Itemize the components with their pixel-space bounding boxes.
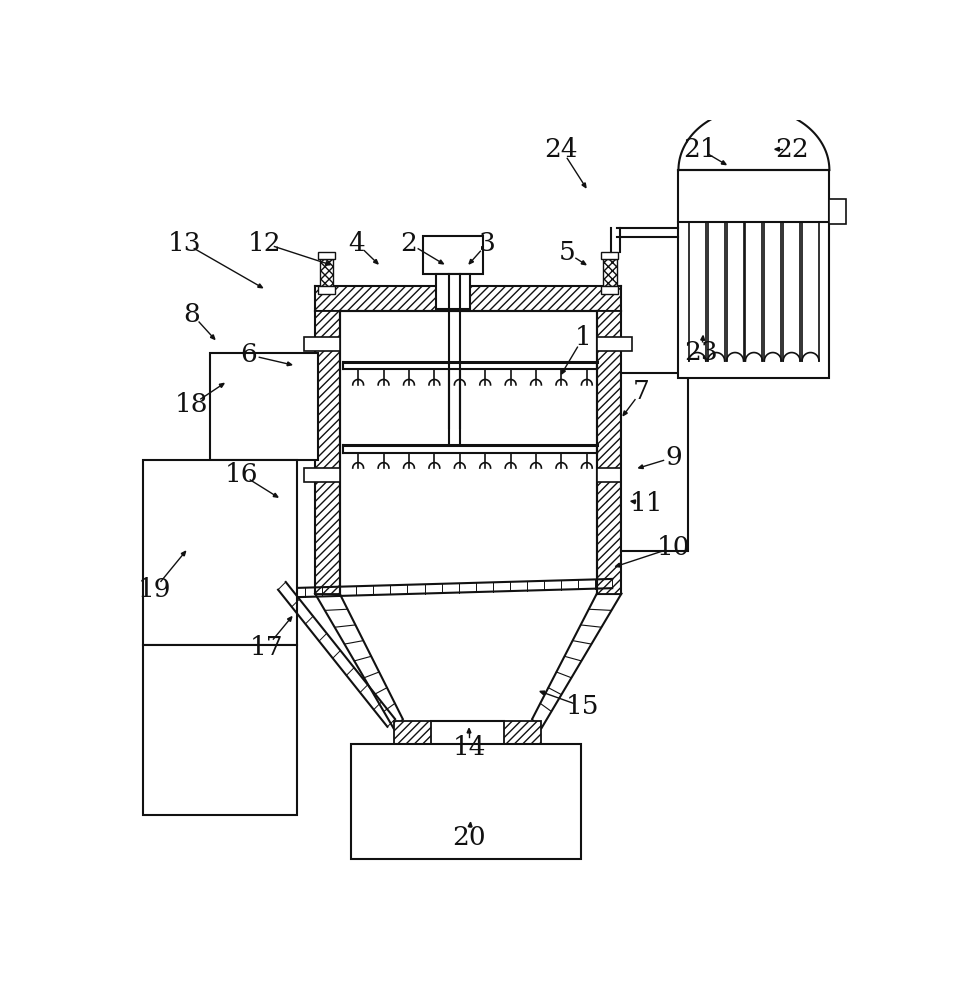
Text: 22: 22 bbox=[775, 137, 810, 162]
Polygon shape bbox=[581, 261, 586, 265]
Polygon shape bbox=[540, 691, 545, 695]
Polygon shape bbox=[631, 500, 635, 504]
Polygon shape bbox=[775, 147, 779, 151]
Polygon shape bbox=[439, 260, 444, 264]
Text: 3: 3 bbox=[479, 231, 496, 256]
Text: 17: 17 bbox=[250, 635, 283, 660]
Polygon shape bbox=[638, 465, 643, 469]
Bar bbox=[315, 286, 622, 311]
Bar bbox=[143, 645, 298, 815]
Polygon shape bbox=[325, 261, 331, 265]
Bar bbox=[436, 274, 470, 309]
Bar bbox=[596, 311, 622, 594]
Text: 5: 5 bbox=[559, 240, 575, 265]
Polygon shape bbox=[468, 822, 472, 827]
Polygon shape bbox=[273, 493, 278, 497]
Bar bbox=[351, 744, 581, 859]
Text: 15: 15 bbox=[566, 694, 599, 719]
Polygon shape bbox=[721, 161, 726, 165]
Polygon shape bbox=[615, 563, 621, 567]
Bar bbox=[210, 353, 318, 460]
Bar bbox=[678, 170, 829, 378]
Text: 1: 1 bbox=[575, 325, 592, 350]
Bar bbox=[143, 460, 298, 645]
Polygon shape bbox=[181, 551, 186, 556]
Bar bbox=[305, 468, 340, 482]
Text: 11: 11 bbox=[630, 491, 663, 516]
Polygon shape bbox=[467, 728, 471, 733]
Text: 4: 4 bbox=[348, 231, 365, 256]
Bar bbox=[621, 373, 689, 551]
Text: 12: 12 bbox=[247, 231, 281, 256]
Bar bbox=[601, 252, 619, 259]
Text: 10: 10 bbox=[657, 535, 691, 560]
Polygon shape bbox=[210, 335, 215, 339]
Bar bbox=[315, 311, 340, 594]
Text: 7: 7 bbox=[633, 379, 650, 404]
Bar bbox=[305, 337, 340, 351]
Text: 24: 24 bbox=[545, 137, 578, 162]
Polygon shape bbox=[287, 362, 292, 366]
Polygon shape bbox=[701, 336, 704, 340]
Polygon shape bbox=[469, 259, 474, 264]
Bar bbox=[603, 259, 617, 286]
Bar bbox=[596, 468, 632, 482]
Polygon shape bbox=[287, 617, 292, 621]
Polygon shape bbox=[374, 259, 378, 264]
Bar bbox=[320, 259, 334, 286]
Text: 20: 20 bbox=[452, 825, 486, 850]
Bar bbox=[318, 286, 335, 294]
Text: 14: 14 bbox=[452, 735, 486, 760]
Bar bbox=[504, 721, 541, 748]
Text: 9: 9 bbox=[666, 445, 682, 470]
Text: 18: 18 bbox=[175, 392, 208, 417]
Text: 2: 2 bbox=[401, 231, 417, 256]
Text: 16: 16 bbox=[225, 462, 258, 487]
Polygon shape bbox=[258, 284, 263, 288]
Polygon shape bbox=[582, 183, 586, 188]
Text: 6: 6 bbox=[240, 342, 257, 367]
Bar bbox=[601, 286, 619, 294]
Text: 21: 21 bbox=[683, 137, 717, 162]
Bar bbox=[596, 337, 632, 351]
Bar bbox=[318, 252, 335, 259]
Bar bbox=[829, 199, 847, 224]
Bar bbox=[393, 721, 430, 748]
Bar bbox=[423, 235, 483, 274]
Text: 13: 13 bbox=[168, 231, 201, 256]
Polygon shape bbox=[219, 383, 224, 388]
Polygon shape bbox=[561, 369, 565, 374]
Text: 8: 8 bbox=[184, 302, 200, 327]
Text: 19: 19 bbox=[137, 577, 171, 602]
Text: 23: 23 bbox=[685, 340, 718, 365]
Polygon shape bbox=[623, 411, 628, 416]
